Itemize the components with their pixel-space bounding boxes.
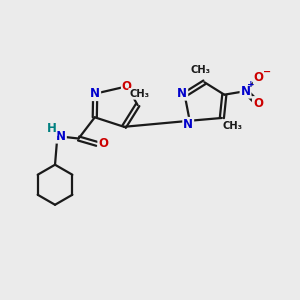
Text: O: O: [122, 80, 132, 93]
Text: O: O: [253, 97, 263, 110]
Text: +: +: [247, 80, 255, 89]
Text: N: N: [183, 118, 193, 131]
Text: −: −: [263, 67, 271, 77]
Text: N: N: [90, 87, 100, 100]
Text: N: N: [177, 87, 187, 100]
Text: N: N: [241, 85, 250, 98]
Text: CH₃: CH₃: [191, 65, 211, 75]
Text: H: H: [46, 122, 56, 135]
Text: O: O: [98, 137, 108, 150]
Text: N: N: [56, 130, 66, 143]
Text: CH₃: CH₃: [222, 121, 242, 131]
Text: O: O: [254, 70, 264, 83]
Text: CH₃: CH₃: [129, 89, 149, 99]
